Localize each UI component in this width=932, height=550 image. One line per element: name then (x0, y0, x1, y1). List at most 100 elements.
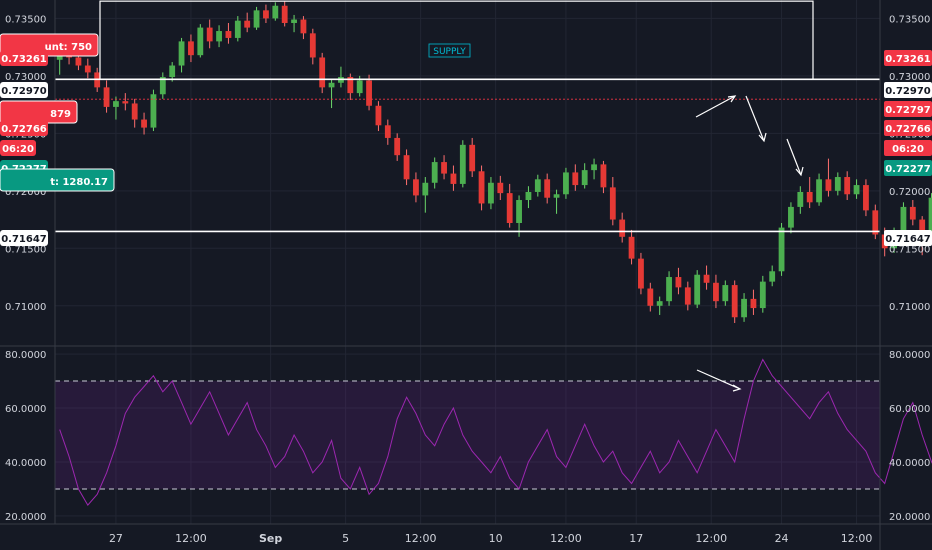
time-tick: 17 (629, 532, 643, 545)
left-price-label: unt: 750 (45, 42, 92, 53)
down-arrow-1-head (758, 132, 767, 143)
candle-body (422, 182, 429, 196)
rsi-tick-right: 60.0000 (889, 404, 930, 415)
down-arrow-2-head (795, 166, 804, 177)
candle-body (413, 179, 419, 196)
right-price-tag-bg (884, 120, 932, 136)
right-price-tag-bg (884, 230, 932, 246)
price-gridlines (55, 0, 880, 524)
candle-body (919, 219, 926, 233)
supply-label: SUPPLY (433, 47, 466, 57)
candle-body (675, 277, 682, 288)
price-tick-right: 0.73000 (889, 72, 930, 83)
left-price-label-bg (0, 168, 115, 192)
candle-body (638, 258, 644, 289)
price-tick-left: 0.72000 (5, 187, 46, 198)
left-price-label: 879 (50, 109, 71, 120)
candle-body (572, 172, 579, 186)
candle-body (553, 194, 560, 198)
rsi-trendline-arrowhead (732, 384, 742, 392)
candle-body (788, 206, 794, 228)
candle-body (797, 191, 804, 207)
candle-body (516, 200, 522, 224)
time-tick: 12:00 (550, 532, 582, 545)
candle-body (713, 282, 719, 302)
right-price-tag: 06:20 (892, 144, 924, 155)
right-price-tag: 0.72970 (885, 86, 931, 97)
rsi-trendline (696, 369, 741, 390)
candle-body (478, 171, 485, 204)
candle-body (853, 185, 860, 195)
right-price-tag: 0.71647 (885, 234, 931, 245)
left-price-labels: unt: 7500.732610.729700.727978790.727660… (0, 33, 115, 246)
left-price-label-bg (0, 140, 36, 156)
candle-body (656, 301, 663, 306)
candle-body (159, 77, 166, 95)
supply-label-box (428, 43, 471, 58)
right-price-tag-bg (884, 82, 932, 98)
candle-body (769, 271, 776, 282)
candle-body (863, 185, 869, 211)
candle-body (206, 27, 213, 42)
candle-body (534, 179, 541, 192)
time-tick: 5 (342, 532, 349, 545)
left-price-label: 0.72970 (1, 86, 47, 97)
left-price-label-bg (0, 50, 48, 66)
candle-body (778, 227, 785, 272)
candle-body (103, 87, 110, 107)
candle-body (431, 162, 438, 183)
candle-body (619, 219, 626, 237)
right-price-tag-bg (884, 160, 932, 176)
candle-body (356, 80, 363, 94)
candle-body (197, 27, 204, 56)
trend-arrows (695, 95, 804, 392)
candle-body (122, 101, 129, 104)
candle-body (375, 105, 382, 126)
rsi-band-fill (55, 381, 880, 489)
price-tick-left: 0.73000 (5, 72, 46, 83)
candle-body (188, 41, 194, 56)
candle-body (544, 179, 551, 198)
price-tick-left: 0.73500 (5, 14, 46, 25)
candle-body (225, 31, 232, 38)
left-price-label-bg (0, 120, 48, 136)
candle-body (84, 65, 91, 73)
rsi-tick-right: 40.0000 (889, 458, 930, 469)
price-tick-left: 0.71000 (5, 302, 46, 313)
candle-body (394, 137, 401, 156)
candle-body (291, 19, 297, 23)
candle-body (347, 77, 354, 94)
candle-body (244, 20, 251, 28)
right-price-tag: 0.72766 (885, 124, 931, 135)
candle-body (628, 236, 635, 259)
right-price-tags: 0.73261 0.72970 0.72797 0.72766 06:20 0.72277… (884, 50, 932, 246)
candle-body (703, 274, 710, 283)
candle-body (731, 285, 738, 318)
rsi-tick-right: 80.0000 (889, 350, 930, 361)
candle-body (178, 41, 185, 66)
candle-body (263, 10, 269, 19)
right-price-tag-bg (884, 140, 932, 156)
candle-body (234, 20, 241, 38)
candle-body (834, 177, 841, 191)
left-price-label: 0.72766 (1, 124, 47, 135)
down-arrow-1 (745, 95, 765, 142)
candle-body (563, 172, 569, 195)
candle-body (319, 57, 326, 88)
candle-body (75, 57, 82, 66)
candle-body (131, 103, 138, 120)
candle-body (272, 5, 279, 19)
candle-body (169, 65, 176, 78)
candle-body (150, 94, 157, 128)
time-axis-ticks: 27 12:00 Sep 5 12:00 10 12:00 17 12:00 24 12:00 (109, 532, 872, 545)
candle-body (600, 164, 607, 188)
price-tick-right: 0.71000 (889, 302, 930, 313)
price-tick-right: 0.71500 (889, 244, 930, 255)
horizontal-levels (55, 78, 880, 233)
price-tick-left: 0.71500 (5, 244, 46, 255)
candle-body (694, 274, 701, 305)
left-price-label: 06:20 (2, 144, 34, 155)
candle-body (684, 287, 691, 305)
